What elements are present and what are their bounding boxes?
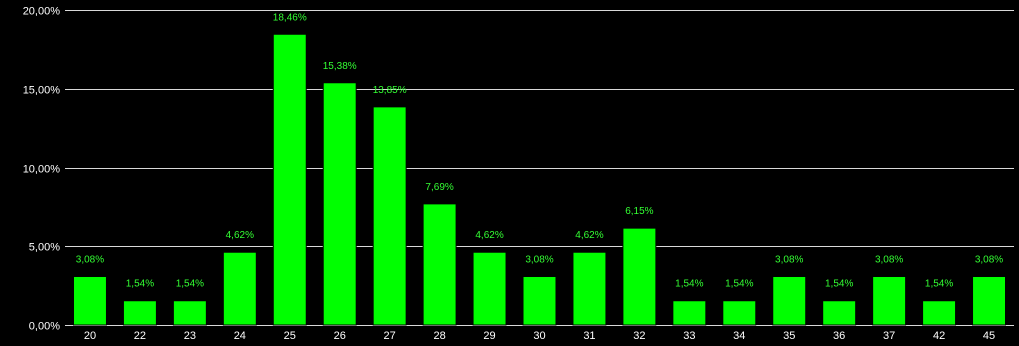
data-label: 13,85%: [373, 85, 407, 96]
data-label: 1,54%: [176, 279, 204, 290]
bar: [222, 251, 257, 326]
data-label: 1,54%: [675, 279, 703, 290]
x-tick-label: 33: [683, 330, 695, 342]
bar: [522, 275, 557, 326]
grid-lines: [65, 10, 1014, 326]
x-tick-label: 31: [583, 330, 595, 342]
bar: [722, 300, 757, 326]
data-label: 3,08%: [875, 254, 903, 265]
bar: [122, 300, 157, 326]
data-label: 6,15%: [625, 206, 653, 217]
bar: [972, 275, 1007, 326]
x-tick-label: 25: [284, 330, 296, 342]
x-tick-label: 22: [134, 330, 146, 342]
data-label: 3,08%: [775, 254, 803, 265]
x-tick-label: 42: [933, 330, 945, 342]
x-tick-label: 20: [84, 330, 96, 342]
x-tick-label: 26: [334, 330, 346, 342]
bar: [672, 300, 707, 326]
x-tick-label: 45: [983, 330, 995, 342]
bar: [422, 203, 457, 326]
data-label: 1,54%: [126, 279, 154, 290]
bar: [572, 251, 607, 326]
x-axis-tick-labels: 20 22 23 24 25 26 27 28 29 30 31 32 33 34 35 36 37 42 45: [84, 330, 995, 342]
data-label: 3,08%: [525, 254, 553, 265]
data-label: 18,46%: [273, 12, 307, 23]
bar: [772, 275, 807, 326]
x-tick-label: 27: [384, 330, 396, 342]
x-tick-label: 35: [783, 330, 795, 342]
x-tick-label: 37: [883, 330, 895, 342]
bar: [872, 275, 907, 326]
x-tick-label: 23: [184, 330, 196, 342]
bar: [922, 300, 957, 326]
x-tick-label: 24: [234, 330, 246, 342]
bar: [172, 300, 207, 326]
data-label: 1,54%: [825, 279, 853, 290]
data-label: 4,62%: [475, 230, 503, 241]
y-tick-label: 15,00%: [23, 85, 61, 97]
data-label: 4,62%: [575, 230, 603, 241]
y-tick-label: 0,00%: [29, 321, 60, 333]
bar: [622, 227, 657, 326]
bar: [322, 82, 357, 326]
x-tick-label: 34: [733, 330, 745, 342]
bar: [272, 33, 307, 326]
bar: [472, 251, 507, 326]
data-label: 7,69%: [425, 182, 453, 193]
y-tick-label: 5,00%: [29, 242, 60, 254]
x-tick-label: 32: [633, 330, 645, 342]
y-tick-label: 20,00%: [23, 6, 61, 18]
data-label: 1,54%: [925, 279, 953, 290]
data-label: 15,38%: [323, 61, 357, 72]
data-label: 1,54%: [725, 279, 753, 290]
y-tick-label: 10,00%: [23, 164, 61, 176]
x-tick-label: 28: [433, 330, 445, 342]
data-label: 3,08%: [76, 254, 104, 265]
bar: [372, 106, 407, 326]
bar: [72, 275, 107, 326]
x-tick-label: 30: [533, 330, 545, 342]
x-tick-label: 29: [483, 330, 495, 342]
data-label: 3,08%: [975, 254, 1003, 265]
x-tick-label: 36: [833, 330, 845, 342]
data-label: 4,62%: [226, 230, 254, 241]
bar: [822, 300, 857, 326]
y-axis-tick-labels: 0,00% 5,00% 10,00% 15,00% 20,00%: [23, 6, 61, 333]
data-labels: 3,08% 1,54% 1,54% 4,62% 18,46% 15,38% 13,85% 7,…: [76, 12, 1004, 289]
bars: [72, 33, 1007, 326]
